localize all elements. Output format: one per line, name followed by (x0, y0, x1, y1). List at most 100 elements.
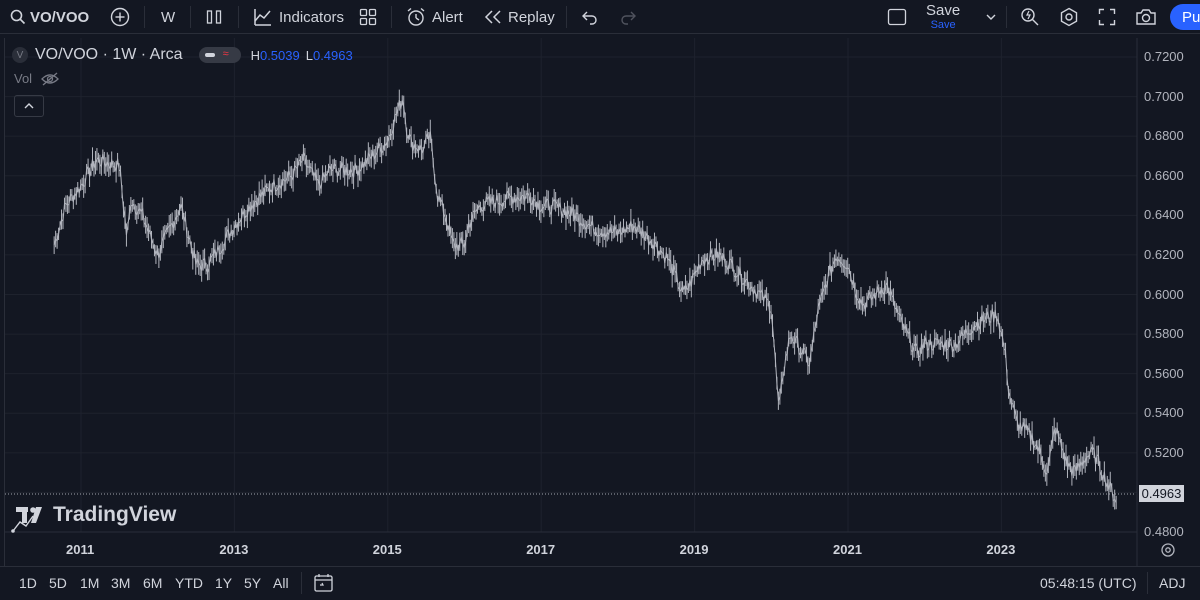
snapshot-button[interactable] (1135, 0, 1157, 34)
price-tick-label: 0.6200 (1144, 246, 1184, 262)
low-value: 0.4963 (312, 47, 353, 63)
time-tick-label: 2023 (986, 542, 1016, 557)
top-toolbar: VO/VOO W Indicators Alert Replay Save Sa… (0, 0, 1200, 34)
fullscreen-button[interactable] (1098, 0, 1116, 34)
toolbar-divider (1006, 6, 1007, 28)
interval-label: W (161, 8, 176, 26)
indicators-label: Indicators (279, 8, 345, 26)
symbol-search[interactable]: VO/VOO (10, 0, 89, 34)
last-price-label: 0.4963 (1139, 485, 1184, 502)
indicators-button[interactable]: Indicators (253, 0, 344, 34)
layout-icon (359, 8, 377, 26)
timeframe-6m[interactable]: 6M (143, 575, 163, 591)
wave-icon: ≈ (222, 48, 229, 60)
date-range-button[interactable] (313, 573, 335, 598)
logo-text: TradingView (53, 503, 177, 526)
collapse-legend-button[interactable] (14, 95, 44, 117)
price-tick-label: 0.6800 (1144, 128, 1184, 144)
legend-high: H0.5039 (251, 48, 300, 63)
toolbar-divider (238, 6, 239, 28)
chevron-down-icon (986, 14, 996, 20)
settings-icon (1060, 7, 1078, 27)
axis-settings-button[interactable] (1160, 542, 1176, 563)
time-tick-label: 2015 (372, 542, 402, 557)
eye-hidden-icon[interactable] (40, 72, 60, 86)
toolbar-divider (566, 6, 567, 28)
settings-icon (1161, 543, 1175, 557)
timeframe-all[interactable]: All (273, 575, 289, 591)
legend-low: L0.4963 (306, 48, 353, 63)
redo-icon (621, 11, 636, 25)
layout-square-icon (887, 8, 907, 26)
price-tick-label: 0.6600 (1144, 167, 1184, 183)
toolbar-divider (1147, 572, 1148, 594)
bottom-toolbar (0, 566, 1200, 600)
chart-style-button[interactable] (206, 0, 222, 34)
legend-title[interactable]: VO/VOO · 1W · Arca (35, 46, 183, 63)
price-tick-label: 0.5400 (1144, 405, 1184, 421)
tradingview-icon (16, 507, 42, 523)
low-label: L (305, 47, 313, 63)
calendar-range-icon (314, 574, 333, 592)
volume-label: Vol (14, 71, 33, 86)
add-symbol-icon (110, 7, 130, 27)
chart-legend: V VO/VOO · 1W · Arca ≈ H0.5039 L0.4963 (12, 44, 359, 66)
quick-search-icon (1021, 8, 1039, 26)
bar-style-icon (206, 10, 222, 24)
quick-search-button[interactable] (1020, 0, 1040, 34)
indicators-icon (254, 9, 271, 26)
time-tick-label: 2019 (679, 542, 709, 557)
camera-icon (1136, 9, 1156, 25)
timeframe-ytd[interactable]: YTD (175, 575, 203, 591)
redo-button[interactable] (619, 0, 637, 34)
price-tick-label: 0.6000 (1144, 286, 1184, 302)
timeframe-1d[interactable]: 1D (19, 575, 37, 591)
price-tick-label: 0.6400 (1144, 207, 1184, 223)
price-tick-label: 0.4800 (1144, 524, 1184, 539)
chart-frame (4, 38, 1200, 566)
layout-button[interactable] (359, 0, 377, 34)
save-sublabel: Save (930, 19, 956, 31)
drawing-tool-button[interactable] (10, 510, 36, 539)
eye-dot-icon (204, 53, 215, 57)
chevron-up-icon (24, 103, 34, 109)
publish-button[interactable]: Pu (1170, 0, 1200, 34)
timeframe-3m[interactable]: 3M (111, 575, 131, 591)
price-line (53, 100, 1117, 503)
settings-button[interactable] (1059, 0, 1079, 34)
save-button[interactable]: Save Save (926, 0, 960, 34)
legend-toggle[interactable]: ≈ (198, 47, 241, 63)
clock[interactable]: 05:48:15 (UTC) (1040, 575, 1137, 591)
timeframe-5y[interactable]: 5Y (244, 575, 262, 591)
time-tick-label: 2013 (219, 542, 249, 557)
cursor-draw-icon (11, 515, 34, 533)
price-tick-label: 0.5800 (1144, 326, 1184, 342)
price-tick-label: 0.5600 (1144, 365, 1184, 381)
high-value: 0.5039 (259, 47, 300, 63)
undo-button[interactable] (581, 0, 599, 34)
time-tick-label: 2011 (66, 542, 95, 557)
price-tick-label: 0.5200 (1144, 444, 1184, 460)
publish-label: Pu (1170, 4, 1200, 30)
layout-select-button[interactable] (887, 0, 907, 34)
timeframe-5d[interactable]: 5D (49, 575, 67, 591)
interval-button[interactable]: W (161, 0, 175, 34)
timeframe-1m[interactable]: 1M (80, 575, 100, 591)
volume-legend: Vol (14, 71, 60, 86)
adjust-button[interactable]: ADJ (1159, 575, 1186, 591)
timeframe-1y[interactable]: 1Y (215, 575, 233, 591)
tradingview-logo[interactable]: TradingView (16, 503, 176, 527)
add-symbol-button[interactable] (110, 0, 130, 34)
alert-label: Alert (432, 8, 463, 26)
toolbar-divider (144, 6, 145, 28)
replay-label: Replay (508, 8, 555, 26)
high-label: H (250, 47, 260, 63)
replay-button[interactable]: Replay (484, 0, 555, 34)
replay-icon (484, 10, 501, 24)
toolbar-divider (391, 6, 392, 28)
time-tick-label: 2021 (833, 542, 862, 557)
toolbar-divider (301, 572, 302, 594)
alert-button[interactable]: Alert (406, 0, 463, 34)
save-menu-button[interactable] (985, 0, 997, 34)
